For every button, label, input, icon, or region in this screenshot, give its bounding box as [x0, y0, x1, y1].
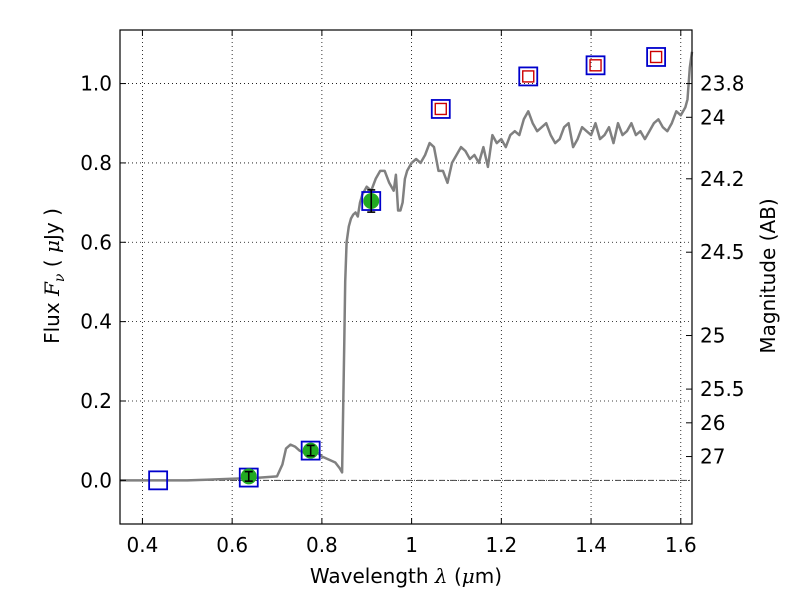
- x-tick-label: 1: [405, 533, 418, 557]
- filter-box-marker: [518, 66, 539, 87]
- x-tick-label: 1.6: [665, 533, 697, 557]
- right-axis-label: Magnitude (AB): [756, 198, 780, 353]
- filter-band-markers: [148, 47, 667, 491]
- filter-box-marker: [646, 47, 667, 67]
- x-axis-ticks: 0.4 0.6 0.8 1 1.2 1.4 1.6: [127, 30, 697, 557]
- y-tick-label: 1.0: [80, 72, 112, 96]
- filter-box-marker: [430, 99, 451, 119]
- right-tick-label: 24.2: [700, 167, 745, 191]
- right-tick-label: 25: [700, 324, 725, 348]
- right-tick-label: 23.8: [700, 72, 745, 96]
- model-spectrum-line: [120, 51, 694, 482]
- right-tick-label: 27: [700, 445, 725, 469]
- grid: [120, 30, 692, 524]
- x-tick-label: 0.4: [127, 533, 159, 557]
- x-tick-label: 0.6: [216, 533, 248, 557]
- x-tick-label: 1.4: [575, 533, 607, 557]
- x-axis-label: Wavelength λ (μm): [310, 564, 502, 588]
- y-axis-ticks: 0.0 0.2 0.4 0.6 0.8 1.0: [80, 72, 126, 492]
- y-tick-label: 0.2: [80, 389, 112, 413]
- model-photometry-marker: [649, 50, 663, 64]
- model-photometry-marker: [434, 102, 447, 116]
- x-tick-label: 0.8: [306, 533, 338, 557]
- plot-frame: [119, 29, 693, 525]
- y-tick-label: 0.8: [80, 151, 112, 175]
- model-photometry-marker: [522, 70, 535, 83]
- filter-box-marker: [148, 470, 169, 491]
- y-tick-label: 0.0: [80, 468, 112, 492]
- right-tick-label: 24.5: [700, 240, 745, 264]
- filter-box-marker: [585, 55, 606, 76]
- right-tick-label: 24: [700, 105, 725, 129]
- right-tick-label: 25.5: [700, 377, 745, 401]
- x-tick-label: 1.2: [485, 533, 517, 557]
- model-photometry-markers: [434, 50, 663, 116]
- detection-points: [240, 189, 380, 485]
- y-tick-label: 0.4: [80, 310, 112, 334]
- y-tick-label: 0.6: [80, 230, 112, 254]
- right-axis-ticks: 23.8 24 24.2 24.5 25 25.5 26 27: [686, 72, 745, 469]
- filter-box-marker: [300, 440, 321, 461]
- model-photometry-marker: [589, 59, 602, 72]
- right-tick-label: 26: [700, 411, 725, 435]
- y-axis-label: Flux Fν ( μJy ): [40, 208, 68, 344]
